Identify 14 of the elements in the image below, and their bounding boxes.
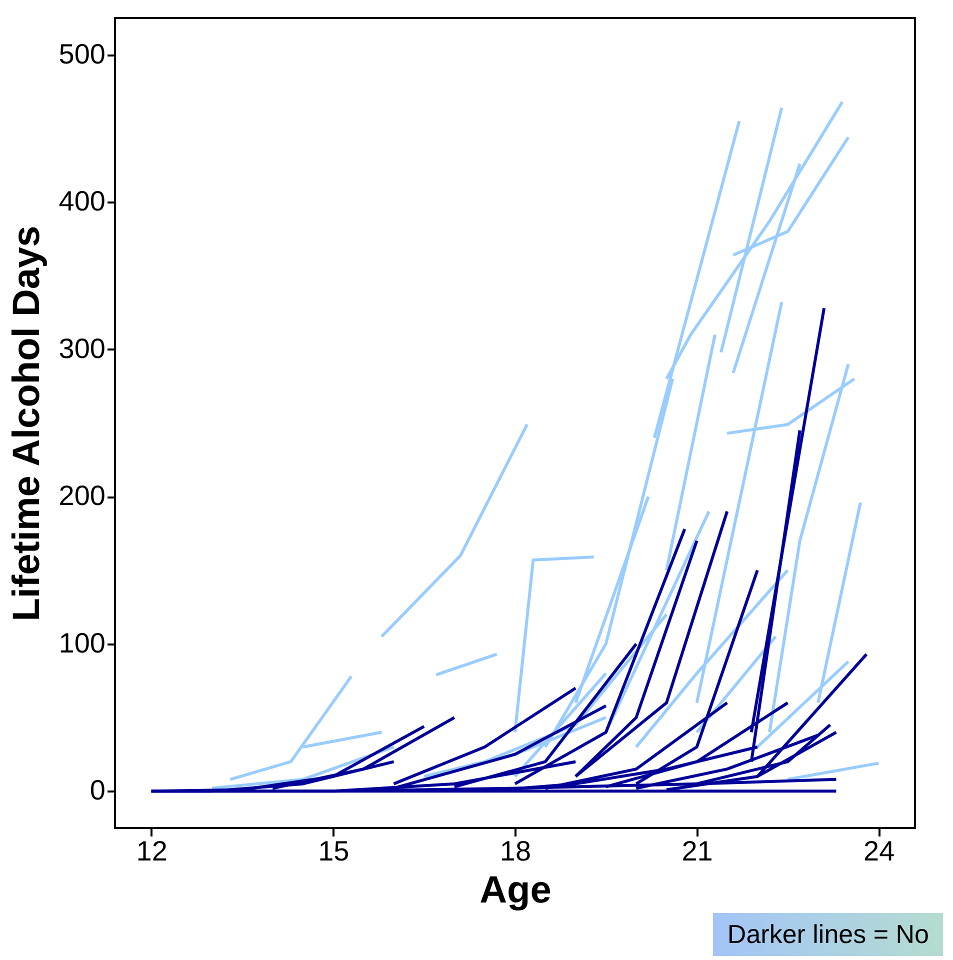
x-tick-label: 24 (864, 836, 895, 866)
y-axis-title: Lifetime Alcohol Days (6, 226, 48, 622)
y-tick-label: 300 (58, 332, 106, 364)
x-tick-label: 12 (136, 836, 168, 866)
y-tick-label: 0 (90, 774, 106, 806)
y-tick-label: 100 (58, 627, 106, 658)
y-tick-label: 400 (58, 186, 106, 217)
y-tick-label: 500 (58, 38, 106, 70)
x-tick-label: 21 (682, 836, 713, 866)
x-axis-title: Age (480, 870, 552, 912)
x-tick-label: 15 (318, 836, 350, 866)
y-tick-label: 200 (58, 480, 106, 512)
x-tick-label: 18 (500, 836, 532, 866)
text: Darker lines = No (727, 919, 929, 950)
